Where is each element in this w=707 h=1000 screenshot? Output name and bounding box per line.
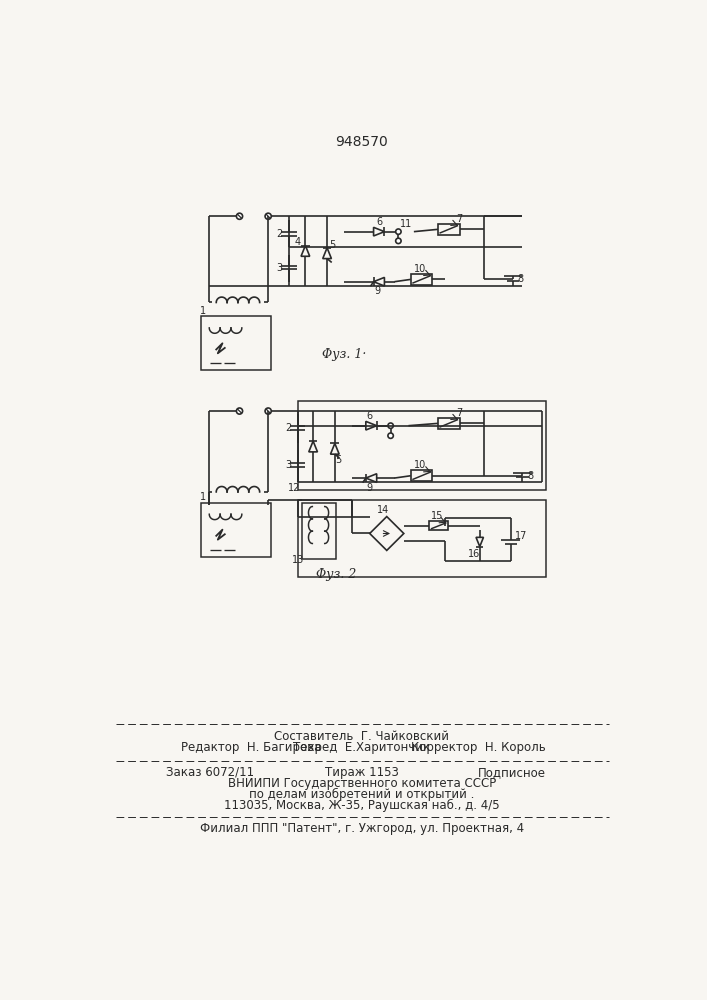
Text: 12: 12 [288,483,300,493]
Circle shape [236,408,243,414]
Circle shape [265,408,271,414]
Text: Филиал ППП "Патент", г. Ужгород, ул. Проектная, 4: Филиал ППП "Патент", г. Ужгород, ул. Про… [200,822,524,835]
Text: 8: 8 [527,471,533,481]
Circle shape [396,229,401,234]
Text: 16: 16 [468,549,481,559]
Text: 14: 14 [377,505,389,515]
Circle shape [388,423,393,428]
Text: 1: 1 [200,492,206,502]
Text: Составитель  Г. Чайковский: Составитель Г. Чайковский [274,730,450,742]
Bar [201,503,271,557]
Text: 5: 5 [335,455,341,465]
Text: Заказ 6072/11: Заказ 6072/11 [166,766,254,779]
Text: Тираж 1153: Тираж 1153 [325,766,399,779]
Text: Φуз. 2: Φуз. 2 [316,568,356,581]
Text: 5: 5 [329,240,336,250]
Text: 17: 17 [515,531,527,541]
Text: 1: 1 [200,306,206,316]
Text: 7: 7 [456,408,462,418]
Text: 9: 9 [367,483,373,493]
Text: 4: 4 [295,237,300,247]
Circle shape [388,433,393,438]
Text: 3: 3 [285,460,291,470]
Text: по делам изобретений и открытий .: по делам изобретений и открытий . [250,788,474,801]
Bar [298,401,546,490]
Text: Техред  Е.Харитончик: Техред Е.Харитончик [293,741,431,754]
Text: 3: 3 [276,263,283,273]
Bar [298,500,546,577]
Text: Подписное: Подписное [478,766,546,779]
Text: 10: 10 [414,460,426,470]
Text: 8: 8 [518,274,524,284]
Text: Φуз. 1·: Φуз. 1· [322,348,366,361]
Text: 7: 7 [456,214,462,224]
Bar [301,503,337,559]
Text: 13: 13 [291,555,304,565]
Text: 113035, Москва, Ж-35, Раушская наб., д. 4/5: 113035, Москва, Ж-35, Раушская наб., д. … [224,799,500,812]
Bar [411,470,433,481]
Text: 6: 6 [376,217,382,227]
Text: 9: 9 [375,286,380,296]
Bar [438,418,460,429]
Text: 6: 6 [367,411,373,421]
Circle shape [265,213,271,219]
Bar [438,224,460,235]
Text: 11: 11 [400,219,412,229]
Circle shape [236,213,243,219]
Circle shape [396,238,401,244]
Text: Корректор  Н. Король: Корректор Н. Король [411,741,546,754]
Bar [201,316,271,370]
Text: 2: 2 [276,229,283,239]
Bar [429,521,448,530]
Text: ВНИИПИ Государственного комитета СССР: ВНИИПИ Государственного комитета СССР [228,777,496,790]
Text: 948570: 948570 [336,135,388,149]
Text: 15: 15 [431,511,443,521]
Text: Редактор  Н. Багирова: Редактор Н. Багирова [182,741,322,754]
Text: 10: 10 [414,264,426,274]
Bar [411,274,433,285]
Text: 2: 2 [285,423,291,433]
